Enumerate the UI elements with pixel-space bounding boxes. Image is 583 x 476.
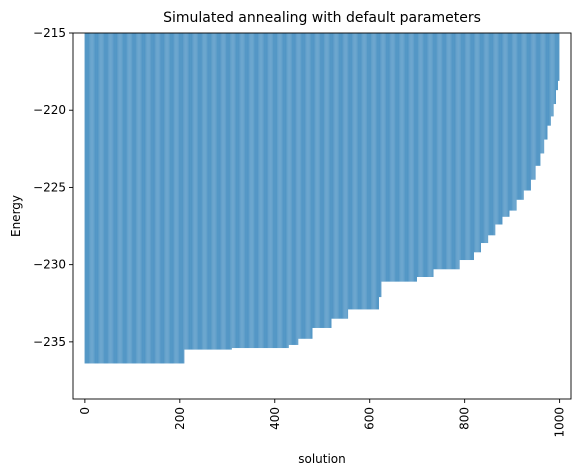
y-tick-label: −230 <box>33 258 66 272</box>
y-axis: −235 −230 −225 −220 −215 <box>33 26 73 349</box>
x-axis: 0 200 400 600 800 1000 <box>78 399 567 438</box>
x-axis-label: solution <box>298 452 346 466</box>
plot-frame <box>72 32 572 400</box>
y-tick-label: −235 <box>33 335 66 349</box>
x-tick-label: 800 <box>458 407 472 430</box>
y-tick-label: −215 <box>33 26 66 40</box>
x-tick-label: 600 <box>363 407 377 430</box>
x-tick-label: 400 <box>268 407 282 430</box>
x-tick-label: 0 <box>78 407 92 415</box>
bars-group <box>84 33 560 364</box>
y-tick-label: −220 <box>33 103 66 117</box>
x-tick-label: 1000 <box>553 407 567 438</box>
y-tick-label: −225 <box>33 180 66 194</box>
x-tick-label: 200 <box>173 407 187 430</box>
chart-title: Simulated annealing with default paramet… <box>163 10 481 26</box>
y-axis-label: Energy <box>9 195 23 237</box>
